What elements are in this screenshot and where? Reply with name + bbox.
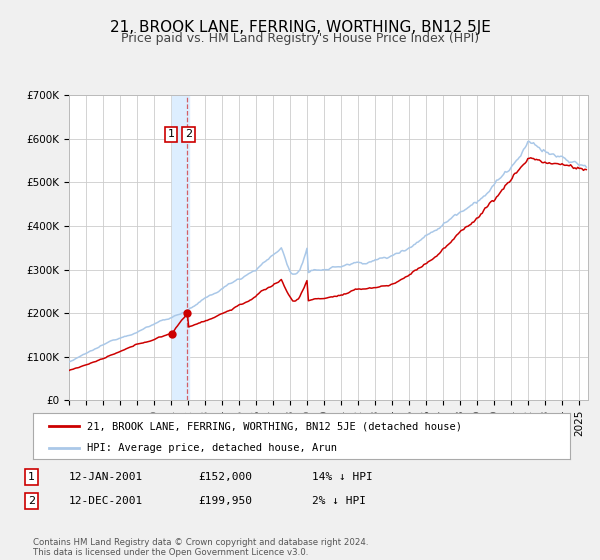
Text: £152,000: £152,000 [198, 472, 252, 482]
Text: £199,950: £199,950 [198, 496, 252, 506]
Text: 2: 2 [185, 129, 192, 139]
Text: 21, BROOK LANE, FERRING, WORTHING, BN12 5JE: 21, BROOK LANE, FERRING, WORTHING, BN12 … [110, 20, 490, 35]
Text: Contains HM Land Registry data © Crown copyright and database right 2024.
This d: Contains HM Land Registry data © Crown c… [33, 538, 368, 557]
Text: HPI: Average price, detached house, Arun: HPI: Average price, detached house, Arun [87, 443, 337, 452]
Text: 1: 1 [28, 472, 35, 482]
Text: 12-JAN-2001: 12-JAN-2001 [69, 472, 143, 482]
Text: 14% ↓ HPI: 14% ↓ HPI [312, 472, 373, 482]
Text: 12-DEC-2001: 12-DEC-2001 [69, 496, 143, 506]
Text: 2% ↓ HPI: 2% ↓ HPI [312, 496, 366, 506]
Text: Price paid vs. HM Land Registry's House Price Index (HPI): Price paid vs. HM Land Registry's House … [121, 32, 479, 45]
Bar [172, 95, 189, 400]
Text: 1: 1 [167, 129, 175, 139]
Text: 2: 2 [28, 496, 35, 506]
Text: 21, BROOK LANE, FERRING, WORTHING, BN12 5JE (detached house): 21, BROOK LANE, FERRING, WORTHING, BN12 … [87, 421, 462, 431]
